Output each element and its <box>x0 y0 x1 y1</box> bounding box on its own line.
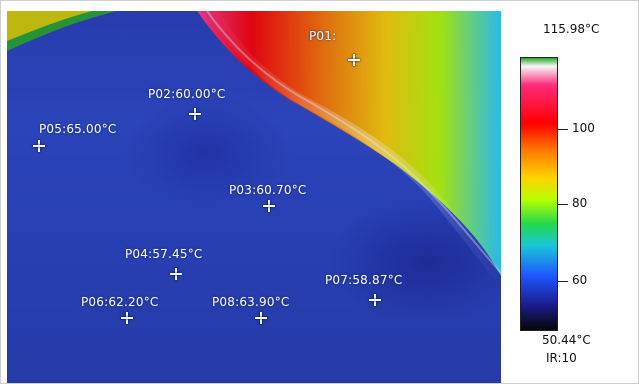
spot-crosshair-p06 <box>121 312 133 324</box>
spot-crosshair-p02 <box>189 108 201 120</box>
scale-tick-100 <box>558 129 568 130</box>
scale-tick-label-60: 60 <box>572 273 588 287</box>
spot-label-p08: P08:63.90°C <box>212 295 290 309</box>
spot-label-p04: P04:57.45°C <box>125 247 203 261</box>
spot-label-p07: P07:58.87°C <box>325 273 403 287</box>
spot-crosshair-p08 <box>255 312 267 324</box>
colorbar <box>520 57 558 331</box>
scale-min-label: 50.44°C <box>542 333 591 347</box>
scale-tick-label-100: 100 <box>572 121 595 135</box>
spot-label-p02: P02:60.00°C <box>148 87 226 101</box>
spot-label-p05: P05:65.00°C <box>39 122 117 136</box>
scale-tick-80 <box>558 204 568 205</box>
spot-crosshair-p01 <box>348 54 360 66</box>
thermal-image: P01: P02:60.00°C P05:65.00°C P03:60.70°C… <box>7 11 501 383</box>
hot-region-overlay <box>7 11 501 383</box>
spot-crosshair-p03 <box>263 200 275 212</box>
spot-crosshair-p05 <box>33 140 45 152</box>
spot-label-p01: P01: <box>309 29 337 43</box>
scale-tick-label-80: 80 <box>572 196 588 210</box>
spot-label-p03: P03:60.70°C <box>229 183 307 197</box>
emissivity-label: IR:10 <box>546 351 577 365</box>
scale-tick-60 <box>558 281 568 282</box>
spot-crosshair-p04 <box>170 268 182 280</box>
spot-label-p06: P06:62.20°C <box>81 295 159 309</box>
spot-crosshair-p07 <box>369 294 381 306</box>
scale-max-label: 115.98°C <box>543 22 600 36</box>
temperature-scale: 115.98°C 100 80 60 50.44°C IR:10 <box>510 11 634 381</box>
